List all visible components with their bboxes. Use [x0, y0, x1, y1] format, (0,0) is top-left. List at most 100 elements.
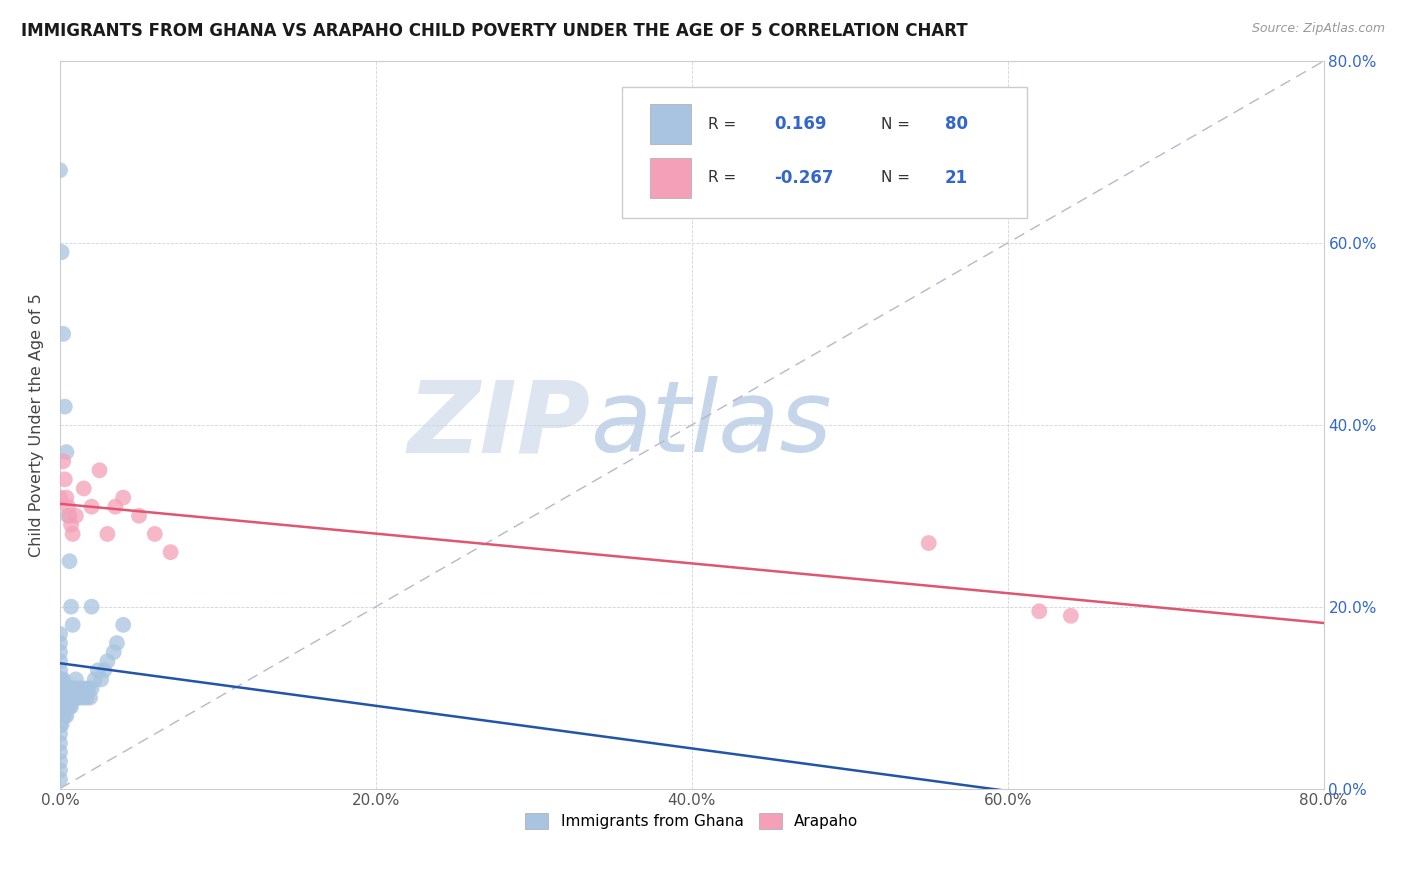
Text: 0.169: 0.169: [773, 115, 827, 134]
Point: [60, 599, 83, 614]
Point: [49, 645, 72, 659]
Point: [52, 673, 75, 687]
Point: [56, 699, 79, 714]
Text: 21: 21: [945, 169, 967, 186]
Point: [58, 699, 80, 714]
Point: [49, 772, 72, 787]
Y-axis label: Child Poverty Under the Age of 5: Child Poverty Under the Age of 5: [30, 293, 44, 557]
Point: [51, 699, 73, 714]
Point: [55, 681, 77, 696]
Point: [105, 636, 128, 650]
Point: [53, 690, 76, 705]
Point: [52, 690, 75, 705]
Point: [65, 681, 87, 696]
Point: [75, 681, 97, 696]
Point: [49, 663, 72, 677]
Point: [62, 681, 84, 696]
Point: [51, 245, 73, 260]
Point: [128, 508, 150, 523]
Point: [55, 445, 77, 459]
Point: [49, 745, 72, 759]
Point: [58, 690, 80, 705]
Point: [52, 326, 75, 341]
Point: [65, 673, 87, 687]
Point: [918, 536, 941, 550]
Point: [76, 690, 98, 705]
Point: [80, 681, 103, 696]
Text: ZIP: ZIP: [408, 376, 591, 474]
Point: [52, 699, 75, 714]
Point: [49, 681, 72, 696]
Point: [49, 727, 72, 741]
Point: [62, 690, 84, 705]
Point: [77, 681, 100, 696]
Point: [89, 463, 111, 477]
Point: [55, 690, 77, 705]
Point: [90, 673, 112, 687]
Point: [70, 681, 93, 696]
Point: [49, 673, 72, 687]
Point: [62, 527, 84, 541]
Point: [52, 708, 75, 723]
Point: [63, 681, 86, 696]
Point: [49, 690, 72, 705]
Point: [60, 681, 83, 696]
Point: [56, 681, 79, 696]
Point: [1028, 604, 1050, 618]
Point: [60, 517, 83, 532]
Point: [56, 690, 79, 705]
Point: [93, 663, 115, 677]
Point: [80, 599, 103, 614]
FancyBboxPatch shape: [650, 158, 690, 197]
Point: [96, 654, 118, 668]
Point: [73, 690, 96, 705]
Point: [66, 690, 89, 705]
Point: [53, 681, 76, 696]
Point: [53, 472, 76, 486]
Point: [53, 699, 76, 714]
Point: [87, 663, 110, 677]
Point: [96, 527, 118, 541]
Point: [49, 636, 72, 650]
Point: [60, 690, 83, 705]
Text: atlas: atlas: [591, 376, 832, 474]
Point: [67, 681, 90, 696]
Legend: Immigrants from Ghana, Arapaho: Immigrants from Ghana, Arapaho: [519, 807, 865, 836]
Point: [79, 690, 101, 705]
Point: [55, 491, 77, 505]
Text: N =: N =: [882, 170, 910, 185]
Text: R =: R =: [709, 170, 737, 185]
Point: [65, 690, 87, 705]
Point: [53, 400, 76, 414]
Point: [112, 618, 135, 632]
Point: [56, 500, 79, 514]
Point: [49, 754, 72, 768]
Point: [55, 699, 77, 714]
Point: [143, 527, 166, 541]
FancyBboxPatch shape: [623, 87, 1026, 218]
Text: -0.267: -0.267: [773, 169, 834, 186]
Point: [104, 500, 127, 514]
Point: [159, 545, 181, 559]
Point: [49, 718, 72, 732]
Text: N =: N =: [882, 117, 910, 132]
Point: [69, 690, 91, 705]
Point: [49, 627, 72, 641]
Point: [73, 482, 96, 496]
Point: [49, 163, 72, 178]
Point: [103, 645, 125, 659]
Point: [83, 673, 105, 687]
Point: [58, 508, 80, 523]
Point: [60, 699, 83, 714]
Point: [1060, 608, 1083, 623]
Text: 80: 80: [945, 115, 967, 134]
Point: [52, 454, 75, 468]
Point: [51, 718, 73, 732]
Point: [65, 508, 87, 523]
Point: [53, 708, 76, 723]
Point: [80, 500, 103, 514]
Point: [49, 654, 72, 668]
Point: [49, 736, 72, 750]
Point: [52, 681, 75, 696]
Point: [112, 491, 135, 505]
